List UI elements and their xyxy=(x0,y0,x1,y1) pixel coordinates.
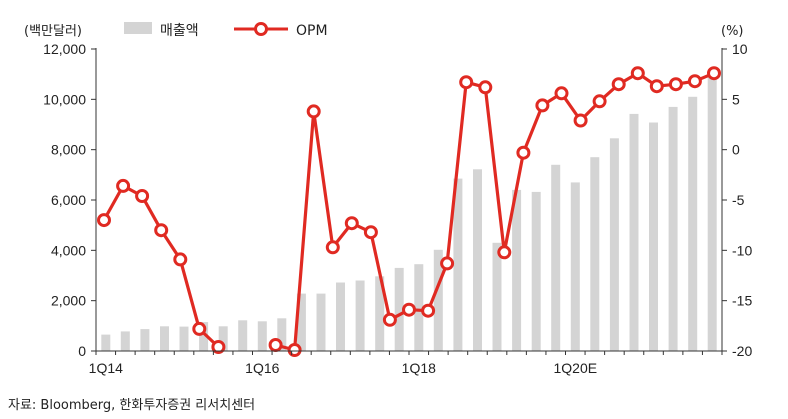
opm-point xyxy=(402,302,416,317)
opm-point xyxy=(211,340,226,354)
opm-point xyxy=(668,77,683,92)
revenue-bar xyxy=(336,282,345,351)
revenue-bar xyxy=(512,189,522,351)
opm-point xyxy=(287,343,302,357)
left-tick-label: 10,000 xyxy=(43,91,86,107)
legend: 매출액 OPM xyxy=(124,22,328,39)
opm-point xyxy=(135,189,150,203)
opm-point xyxy=(192,321,207,336)
revenue-bar xyxy=(277,318,287,351)
opm-point xyxy=(554,86,569,101)
revenue-bar xyxy=(101,334,111,351)
left-axis-unit: (백만달러) xyxy=(24,24,82,39)
opm-point xyxy=(497,245,512,260)
revenue-bar xyxy=(609,138,619,351)
right-tick-label: -10 xyxy=(732,242,752,258)
left-tick-label: 4,000 xyxy=(51,242,86,258)
opm-point xyxy=(306,104,321,119)
left-tick-label: 12,000 xyxy=(43,41,86,57)
revenue-bar xyxy=(433,249,443,351)
revenue-bar xyxy=(120,331,130,351)
opm-point xyxy=(478,80,493,95)
opm-point xyxy=(173,252,188,267)
revenue-bar xyxy=(551,164,561,351)
revenue-bar xyxy=(140,329,150,351)
opm-point xyxy=(154,223,169,238)
right-tick-label: 0 xyxy=(732,142,740,158)
right-axis-unit: (%) xyxy=(721,24,744,39)
opm-point xyxy=(707,66,721,81)
opm-point xyxy=(459,75,474,90)
x-tick-label: 1Q14 xyxy=(89,360,123,376)
opm-point xyxy=(268,338,283,352)
revenue-bar xyxy=(473,169,482,351)
opm-point xyxy=(363,225,378,240)
legend-label-opm: OPM xyxy=(296,23,328,39)
opm-point xyxy=(611,77,626,92)
revenue-bars xyxy=(101,71,717,352)
revenue-bar xyxy=(570,182,580,351)
revenue-bar xyxy=(688,96,698,351)
legend-swatch-revenue xyxy=(124,22,152,34)
revenue-bar xyxy=(668,106,678,352)
left-tick-label: 2,000 xyxy=(51,293,86,309)
revenue-bar xyxy=(649,122,658,351)
revenue-bar xyxy=(394,267,404,351)
x-tick-label: 1Q16 xyxy=(245,360,279,376)
opm-point xyxy=(116,178,131,193)
left-tick-label: 6,000 xyxy=(51,192,86,208)
revenue-bar xyxy=(453,178,463,351)
revenue-bar xyxy=(590,157,600,351)
legend-label-revenue: 매출액 xyxy=(160,23,199,39)
revenue-bar xyxy=(296,293,306,351)
opm-point xyxy=(344,216,359,231)
revenue-bar xyxy=(160,326,169,351)
right-tick-label: -15 xyxy=(732,293,752,309)
revenue-bar xyxy=(257,321,267,351)
opm-point xyxy=(440,256,455,271)
opm-line xyxy=(97,66,721,357)
revenue-bar xyxy=(179,326,189,351)
opm-point xyxy=(421,303,436,318)
right-tick-label: -5 xyxy=(732,192,745,208)
opm-point xyxy=(649,79,664,94)
revenue-bar xyxy=(531,191,541,351)
opm-point xyxy=(630,66,645,81)
revenue-bar xyxy=(414,264,424,351)
right-tick-label: -20 xyxy=(732,343,752,359)
opm-point xyxy=(516,145,531,160)
right-tick-label: 5 xyxy=(732,91,740,107)
x-tick-label: 1Q20E xyxy=(553,360,597,376)
source-note: 자료: Bloomberg, 한화투자증권 리서치센터 xyxy=(8,398,256,413)
left-tick-label: 0 xyxy=(78,343,86,359)
legend-swatch-opm-marker xyxy=(254,22,268,36)
revenue-bar xyxy=(199,322,209,351)
opm-point xyxy=(325,240,340,255)
revenue-bar xyxy=(355,280,365,351)
revenue-bar xyxy=(316,293,326,351)
opm-point xyxy=(573,113,588,128)
revenue-bar xyxy=(238,320,248,351)
opm-point xyxy=(535,98,550,113)
left-tick-label: 8,000 xyxy=(51,142,86,158)
revenue-bar xyxy=(707,71,717,351)
revenue-bar xyxy=(492,242,502,351)
opm-point xyxy=(687,74,702,89)
revenue-bar xyxy=(629,113,639,352)
x-tick-label: 1Q18 xyxy=(402,360,436,376)
revenue-bar xyxy=(218,326,228,351)
axes: 0 2,000 4,000 6,000 8,000 10,000 12,000 -20 -15 -… xyxy=(43,41,752,376)
revenue-bar xyxy=(375,276,385,351)
opm-point xyxy=(592,94,607,109)
opm-point xyxy=(382,312,397,327)
opm-point xyxy=(97,213,111,228)
right-tick-label: 10 xyxy=(732,41,748,57)
